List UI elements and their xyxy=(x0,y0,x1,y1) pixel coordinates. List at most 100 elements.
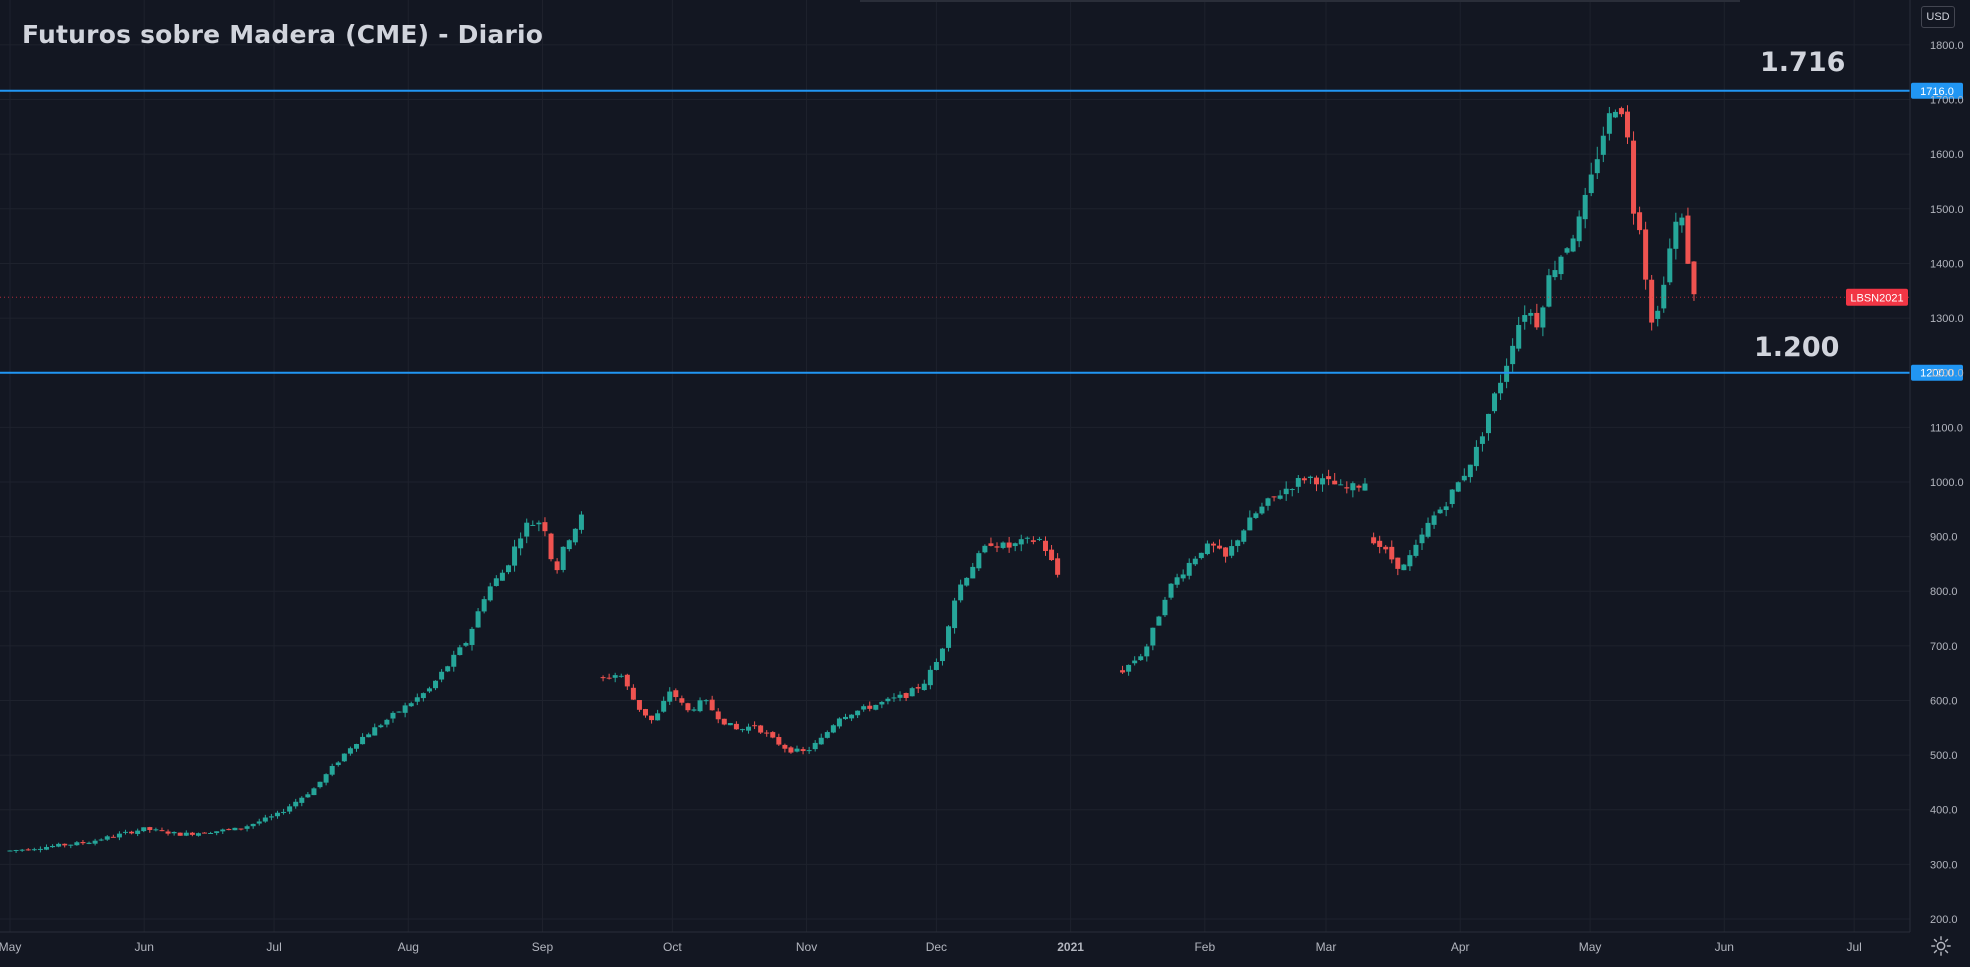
horizontal-levels[interactable]: 1716.0 1200.0 xyxy=(0,82,1963,381)
candle-up xyxy=(250,823,256,827)
candle-up xyxy=(976,553,982,569)
candle-up xyxy=(1162,599,1168,616)
candle-up xyxy=(86,842,92,844)
symbol-label: LBSN2021 xyxy=(1850,292,1903,304)
y-tick-label: 1100.0 xyxy=(1930,422,1963,434)
candle-down xyxy=(1223,547,1229,557)
candle-down xyxy=(554,561,560,571)
candle-up xyxy=(927,669,933,686)
candle-down xyxy=(1395,557,1401,569)
candle-up xyxy=(414,697,420,702)
candle-up xyxy=(1588,174,1594,194)
candle-up xyxy=(1558,256,1564,275)
candle-up xyxy=(408,703,414,707)
candle-up xyxy=(524,522,530,537)
candle-up xyxy=(1259,506,1265,514)
candle-down xyxy=(600,677,606,679)
candle-up xyxy=(475,611,481,628)
candle-up xyxy=(481,599,487,612)
candle-up xyxy=(256,821,262,824)
candle-up xyxy=(1582,194,1588,220)
candle-up xyxy=(171,831,177,834)
candle-down xyxy=(1377,540,1383,547)
candle-up xyxy=(183,832,189,836)
candle-up xyxy=(958,584,964,601)
candle-down xyxy=(1042,540,1048,552)
x-tick-label: May xyxy=(1579,940,1602,954)
candle-up xyxy=(897,694,903,698)
candle-up xyxy=(1600,135,1606,155)
candle-down xyxy=(129,831,135,834)
candle-down xyxy=(1271,496,1277,498)
candle-up xyxy=(1612,111,1618,118)
candle-up xyxy=(13,850,19,852)
candle-down xyxy=(988,543,994,546)
candle-up xyxy=(1546,275,1552,307)
candle-up xyxy=(1661,284,1667,309)
candle-up xyxy=(1510,345,1516,365)
candle-up xyxy=(667,691,673,702)
candle-down xyxy=(649,715,655,721)
candle-down xyxy=(636,700,642,710)
candle-down xyxy=(764,732,770,734)
price-axis[interactable]: 200.0 300.0 400.0 500.0 600.0 700.0 800.0 900.0… xyxy=(1930,40,1964,926)
candle-up xyxy=(806,750,812,752)
candle-down xyxy=(1210,543,1216,546)
candle-down xyxy=(709,699,715,711)
x-tick-label: Jun xyxy=(1715,940,1734,954)
candle-up xyxy=(1413,544,1419,556)
resistance-label: 1.716 xyxy=(1760,47,1846,78)
top-toolbar-edge xyxy=(860,0,1740,2)
candle-down xyxy=(800,749,806,752)
x-tick-label: Sep xyxy=(532,940,554,954)
candle-up xyxy=(451,654,457,667)
candle-up xyxy=(445,666,451,672)
candle-down xyxy=(110,836,116,838)
candle-up xyxy=(311,788,317,796)
candle-up xyxy=(1338,484,1344,486)
candle-up xyxy=(1235,540,1241,546)
candle-up xyxy=(1437,509,1443,514)
y-tick-label: 500.0 xyxy=(1930,750,1958,762)
x-tick-label: Mar xyxy=(1316,940,1337,954)
y-tick-label: 1500.0 xyxy=(1930,204,1964,216)
currency-button[interactable]: USD xyxy=(1921,6,1955,28)
candle-up xyxy=(1150,627,1156,646)
candle-up xyxy=(879,701,885,705)
x-tick-label: Nov xyxy=(796,940,817,954)
candle-up xyxy=(1265,498,1271,506)
candle-down xyxy=(1618,108,1624,115)
candle-up xyxy=(56,843,62,847)
candle-up xyxy=(433,680,439,689)
candle-up xyxy=(366,734,372,738)
candle-up xyxy=(390,712,396,719)
level-price-badge xyxy=(1911,364,1963,381)
x-tick-label: Apr xyxy=(1451,940,1470,954)
candle-up xyxy=(68,844,74,846)
x-tick-label: Jun xyxy=(135,940,154,954)
x-tick-label: May xyxy=(0,940,21,954)
candle-up xyxy=(1192,558,1198,565)
gear-icon[interactable] xyxy=(1930,935,1952,957)
candle-up xyxy=(921,683,927,691)
candle-down xyxy=(1383,546,1389,550)
x-tick-label: Feb xyxy=(1194,940,1215,954)
candle-up xyxy=(812,742,818,750)
candle-up xyxy=(1673,221,1679,249)
candle-down xyxy=(1356,485,1362,488)
candle-up xyxy=(1229,546,1235,556)
time-axis[interactable]: May Jun Jul Aug Sep Oct Nov Dec 2021 Feb Mar Apr May… xyxy=(0,940,1862,954)
candle-up xyxy=(1461,475,1467,481)
candle-up xyxy=(347,748,353,754)
candle-up xyxy=(612,675,618,678)
y-tick-label: 1600.0 xyxy=(1930,149,1964,161)
candle-up xyxy=(1168,583,1174,598)
candle-up xyxy=(141,827,147,832)
candle-up xyxy=(1504,365,1510,382)
candle-up xyxy=(1000,542,1006,548)
y-tick-label: 400.0 xyxy=(1930,805,1958,817)
candle-up xyxy=(208,832,214,834)
candle-up xyxy=(566,540,572,550)
candle-up xyxy=(293,801,299,807)
